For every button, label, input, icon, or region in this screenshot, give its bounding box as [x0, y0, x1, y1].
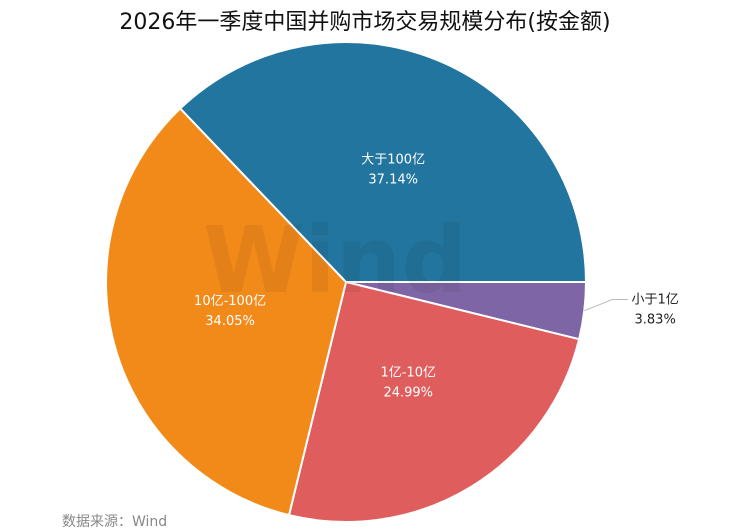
slice-value-label: 24.99% — [383, 386, 433, 401]
slice-label: 10亿-100亿 — [194, 294, 266, 309]
pie-slice — [287, 280, 581, 523]
slice-value-label: 34.05% — [205, 314, 255, 329]
source-note: 数据来源：Wind — [62, 514, 168, 530]
slice-value-label: 3.83% — [635, 312, 676, 327]
watermark: Wind — [203, 207, 467, 314]
slice-label: 小于1亿 — [632, 292, 679, 307]
slice-label: 1亿-10亿 — [380, 366, 436, 381]
pie-slice — [178, 41, 588, 283]
pie-slice — [105, 107, 348, 517]
chart-title: 2026年一季度中国并购市场交易规模分布(按金额) — [119, 10, 611, 35]
slice-value-label: 37.14% — [368, 173, 418, 188]
slice-label: 大于100亿 — [361, 153, 425, 168]
leader-line — [584, 298, 629, 312]
